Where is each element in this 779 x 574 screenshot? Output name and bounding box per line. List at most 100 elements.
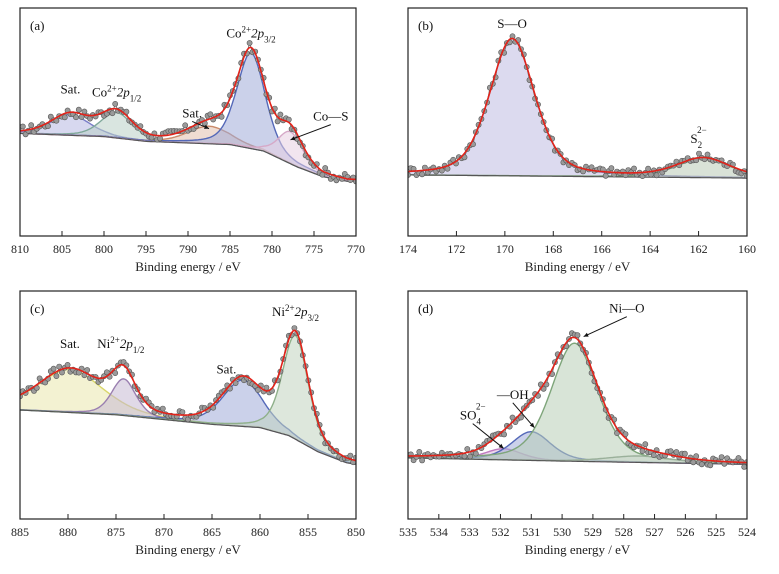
peak-annotation: Co2+2p1/2: [92, 84, 141, 104]
peak-annotation: Sat.: [182, 105, 202, 120]
x-tick-label: 532: [491, 525, 509, 539]
x-tick-label: 850: [347, 525, 365, 539]
data-point: [263, 384, 270, 391]
x-tick-label: 529: [584, 525, 602, 539]
x-tick-label: 168: [544, 242, 562, 256]
fit-envelope-line: [20, 329, 356, 462]
data-point: [75, 106, 82, 113]
data-point: [246, 40, 253, 46]
x-tick-label: 790: [179, 242, 197, 256]
peak-annotation: S22−: [690, 125, 706, 150]
x-tick-label: 531: [522, 525, 540, 539]
data-point: [461, 453, 468, 460]
x-axis-label: Binding energy / eV: [525, 542, 631, 557]
panel-label: (b): [418, 18, 433, 33]
peak-annotation: Co2+2p3/2: [226, 25, 275, 45]
x-tick-label: 800: [95, 242, 113, 256]
annotation-arrowhead: [529, 422, 535, 428]
data-point: [112, 370, 119, 376]
x-tick-label: 880: [59, 525, 77, 539]
peak-fill-2: [408, 343, 747, 465]
data-point: [123, 108, 130, 115]
data-point: [42, 379, 49, 386]
data-point: [467, 453, 473, 460]
data-point: [56, 363, 63, 370]
x-tick-label: 785: [221, 242, 239, 256]
x-tick-label: 526: [676, 525, 694, 539]
data-point: [347, 452, 354, 459]
panel-label: (a): [30, 18, 44, 33]
peak-annotation: S—O: [497, 16, 527, 31]
x-tick-label: 775: [305, 242, 323, 256]
peak-fill-0: [20, 369, 356, 465]
data-point: [602, 172, 609, 179]
x-tick-label: 805: [53, 242, 71, 256]
x-tick-label: 535: [399, 525, 417, 539]
peak-annotation: Ni2+2p1/2: [97, 335, 144, 355]
peak-annotation: Sat.: [60, 336, 80, 351]
background-line: [408, 174, 747, 179]
x-tick-label: 170: [496, 242, 514, 256]
data-point: [61, 114, 68, 121]
x-axis-label: Binding energy / eV: [525, 259, 631, 274]
data-point: [319, 171, 326, 178]
data-point: [707, 462, 714, 469]
x-tick-label: 160: [738, 242, 756, 256]
annotation-arrow: [472, 423, 504, 449]
plot-area: [408, 330, 747, 470]
data-point: [639, 448, 646, 454]
data-point: [413, 453, 420, 460]
peak-fill-0: [408, 38, 747, 179]
data-point: [50, 365, 57, 372]
x-tick-label: 810: [11, 242, 29, 256]
panel-a: 810 805 800 795 790 785 780 775 770 Binding energ…: [11, 7, 365, 274]
x-tick-label: 855: [299, 525, 317, 539]
data-point: [704, 151, 711, 158]
data-point: [653, 172, 660, 179]
plot-frame: [407, 290, 748, 520]
x-axis-label: Binding energy / eV: [135, 542, 241, 557]
data-point: [509, 414, 516, 421]
data-point: [28, 122, 35, 129]
peak-fill-3: [20, 335, 356, 465]
x-tick-label: 174: [399, 242, 417, 256]
data-point: [696, 150, 702, 157]
annotation-arrowhead: [583, 332, 589, 337]
panel-label: (d): [418, 301, 433, 316]
data-point: [416, 448, 423, 455]
data-point: [45, 123, 51, 129]
panel-label: (c): [30, 301, 44, 316]
data-point: [419, 457, 425, 464]
x-tick-label: 875: [107, 525, 125, 539]
x-tick-label: 162: [690, 242, 708, 256]
peak-annotation: —OH: [496, 387, 529, 402]
data-point: [179, 409, 186, 415]
x-axis-label: Binding energy / eV: [135, 259, 241, 274]
plot-frame: [407, 7, 748, 237]
x-tick-label: 525: [707, 525, 725, 539]
data-point: [738, 458, 745, 465]
data-point: [81, 108, 88, 115]
x-tick-label: 865: [203, 525, 221, 539]
data-point: [744, 173, 747, 179]
peak-fill-1: [20, 112, 356, 182]
x-tick-label: 885: [11, 525, 29, 539]
x-tick-label: 795: [137, 242, 155, 256]
x-tick-label: 533: [461, 525, 479, 539]
data-point: [673, 449, 680, 455]
x-tick-label: 172: [447, 242, 465, 256]
panel-b: 174 172 170 168 166 164 162 160 Binding energy /…: [399, 7, 756, 274]
data-point: [277, 111, 284, 118]
data-point: [690, 459, 697, 466]
x-tick-label: 166: [593, 242, 611, 256]
data-point: [274, 118, 281, 125]
plot-frame: [19, 290, 357, 520]
peak-fill-0: [408, 448, 747, 465]
peak-annotation: Sat.: [216, 361, 236, 376]
data-point: [207, 111, 214, 118]
data-point: [518, 414, 524, 421]
x-tick-label: 530: [553, 525, 571, 539]
x-tick-label: 870: [155, 525, 173, 539]
annotation-arrowhead: [204, 124, 209, 129]
